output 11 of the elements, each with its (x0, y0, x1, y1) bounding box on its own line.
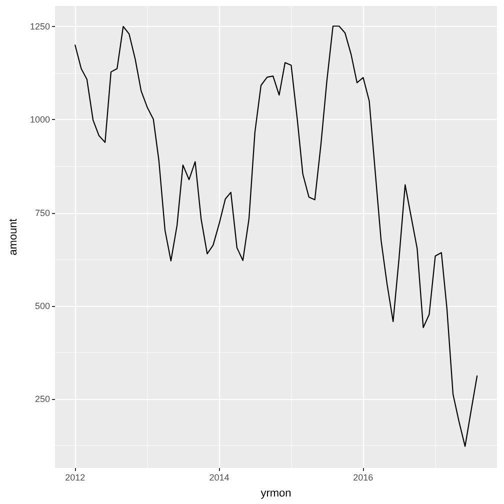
y-tick-label: 1000 (30, 114, 50, 125)
x-axis-title: yrmon (260, 488, 292, 500)
line-series (74, 26, 478, 447)
x-tick-label: 2012 (65, 472, 86, 482)
y-axis-title: amount (8, 218, 20, 256)
y-tick-label: 1250 (30, 21, 50, 32)
x-tick-label: 2014 (209, 472, 230, 482)
y-tick-label: 500 (34, 300, 50, 311)
y-tick-label: 250 (34, 394, 50, 404)
y-tick-label: 750 (34, 208, 50, 218)
x-tick-label: 2016 (353, 472, 374, 482)
